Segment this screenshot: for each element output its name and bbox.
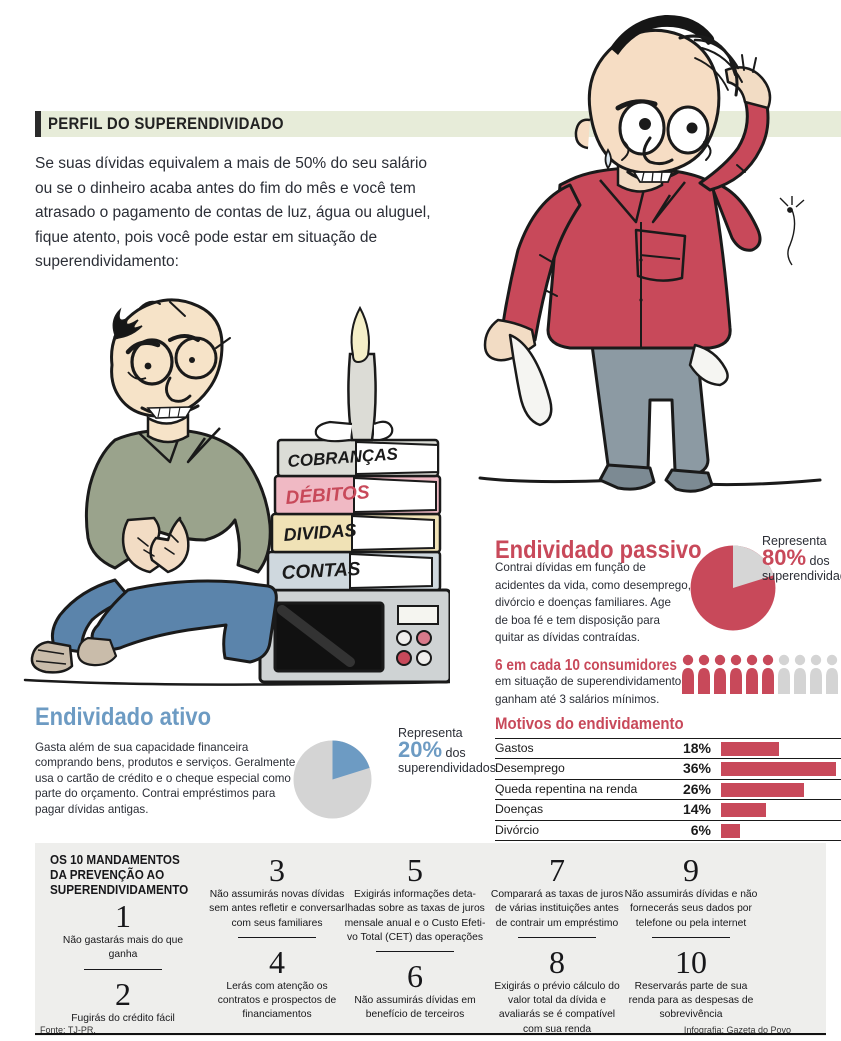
svg-text:CONTAS: CONTAS (281, 559, 361, 584)
